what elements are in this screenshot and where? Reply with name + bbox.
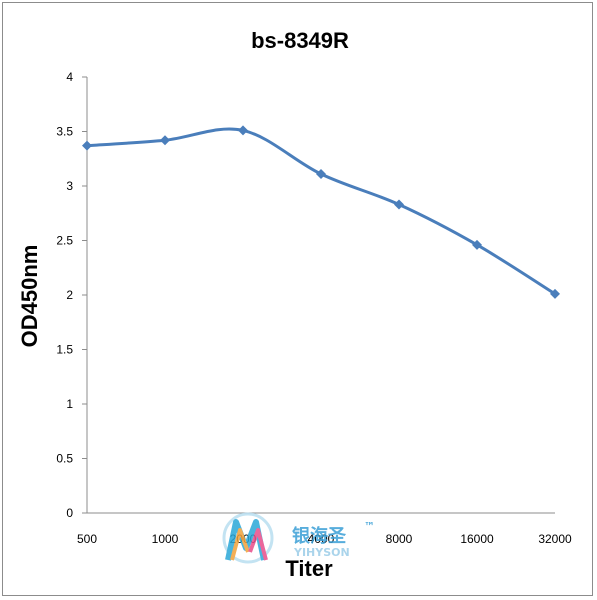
watermark: 银海圣 ™ YIHYSON	[222, 512, 375, 564]
x-tick-label: 1000	[152, 532, 179, 546]
data-point	[316, 169, 326, 180]
data-point	[472, 239, 482, 250]
y-tick-label: 2	[66, 288, 73, 302]
series-line	[86, 127, 556, 296]
watermark-tm: ™	[364, 520, 375, 533]
y-tick-label: 4	[66, 70, 73, 84]
chart-title: bs-8349R	[251, 28, 349, 53]
x-axis-title: Titer	[285, 556, 333, 581]
x-tick-label: 16000	[460, 532, 494, 546]
y-tick-label: 3	[66, 179, 73, 193]
x-tick-label: 500	[77, 532, 97, 546]
data-point	[550, 288, 560, 299]
watermark-cn: 银海圣	[292, 525, 347, 547]
plot-area	[82, 125, 560, 299]
y-axis-title: OD450nm	[17, 245, 42, 348]
y-tick-label: 1	[66, 397, 73, 411]
y-tick-label: 1.5	[56, 343, 73, 357]
y-tick-label: 0.5	[56, 452, 73, 466]
data-point	[160, 135, 170, 146]
data-point	[238, 125, 248, 136]
yihyson-logo	[222, 512, 274, 564]
y-tick-label: 0	[66, 506, 73, 520]
y-tick-label: 3.5	[56, 125, 73, 139]
x-tick-label: 8000	[386, 532, 413, 546]
y-tick-labels: 0 0.5 1 1.5 2 2.5 3 3.5 4	[56, 70, 87, 520]
data-point	[394, 199, 404, 210]
y-tick-label: 2.5	[56, 234, 73, 248]
x-tick-label: 4000	[308, 532, 335, 546]
x-tick-label: 32000	[538, 532, 572, 546]
data-point	[82, 140, 92, 151]
watermark-en: YIHYSON	[293, 546, 350, 559]
